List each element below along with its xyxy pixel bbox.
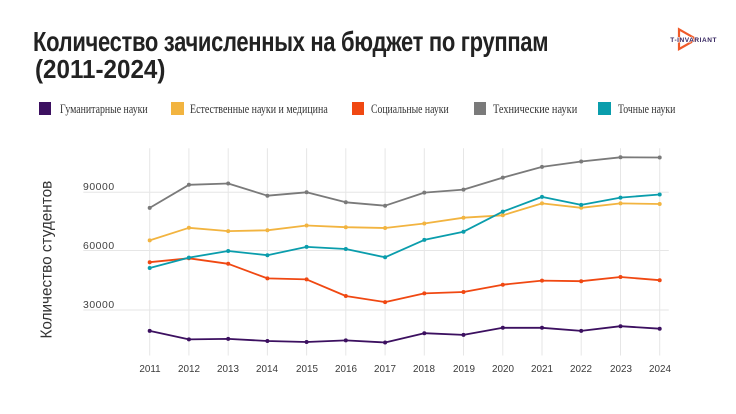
svg-text:T-INVARIANT: T-INVARIANT (670, 37, 717, 44)
